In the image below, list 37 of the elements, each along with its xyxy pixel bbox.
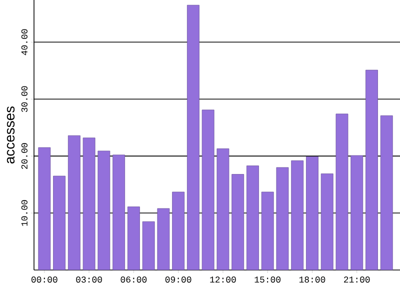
x-tick-label: 00:00 xyxy=(32,276,58,283)
bar xyxy=(82,138,96,270)
bar xyxy=(232,174,244,270)
bar xyxy=(186,4,200,270)
bar xyxy=(68,135,80,270)
bar xyxy=(366,70,378,270)
y-axis-title: accesses xyxy=(6,106,15,164)
x-tick-label: 06:00 xyxy=(120,276,147,283)
x-tick-label: 15:00 xyxy=(254,276,280,283)
y-tick-label: 40.00 xyxy=(21,29,28,56)
bar xyxy=(112,154,126,270)
x-tick-label: 09:00 xyxy=(165,276,192,283)
bar xyxy=(142,221,155,270)
bar xyxy=(216,148,230,270)
bar xyxy=(202,110,214,270)
bar xyxy=(291,160,304,270)
bar xyxy=(350,155,364,270)
bar xyxy=(336,114,348,270)
bar xyxy=(38,147,51,270)
bar xyxy=(98,150,110,270)
y-tick-label: 10.00 xyxy=(21,200,28,226)
y-tick-label: 30.00 xyxy=(21,86,28,112)
bar xyxy=(261,192,274,270)
x-tick-label: 03:00 xyxy=(76,276,102,283)
bar xyxy=(276,167,289,270)
y-tick-label: 20.00 xyxy=(21,143,28,169)
x-tick-label: 12:00 xyxy=(210,276,236,283)
bar xyxy=(172,192,184,270)
bar xyxy=(306,156,318,270)
bar xyxy=(157,208,170,270)
bar xyxy=(320,174,334,270)
bar xyxy=(127,206,140,270)
bar xyxy=(53,176,66,270)
bar xyxy=(380,115,393,270)
bar xyxy=(246,166,259,270)
x-tick-label: 21:00 xyxy=(344,276,370,283)
x-tick-label: 18:00 xyxy=(299,276,326,283)
